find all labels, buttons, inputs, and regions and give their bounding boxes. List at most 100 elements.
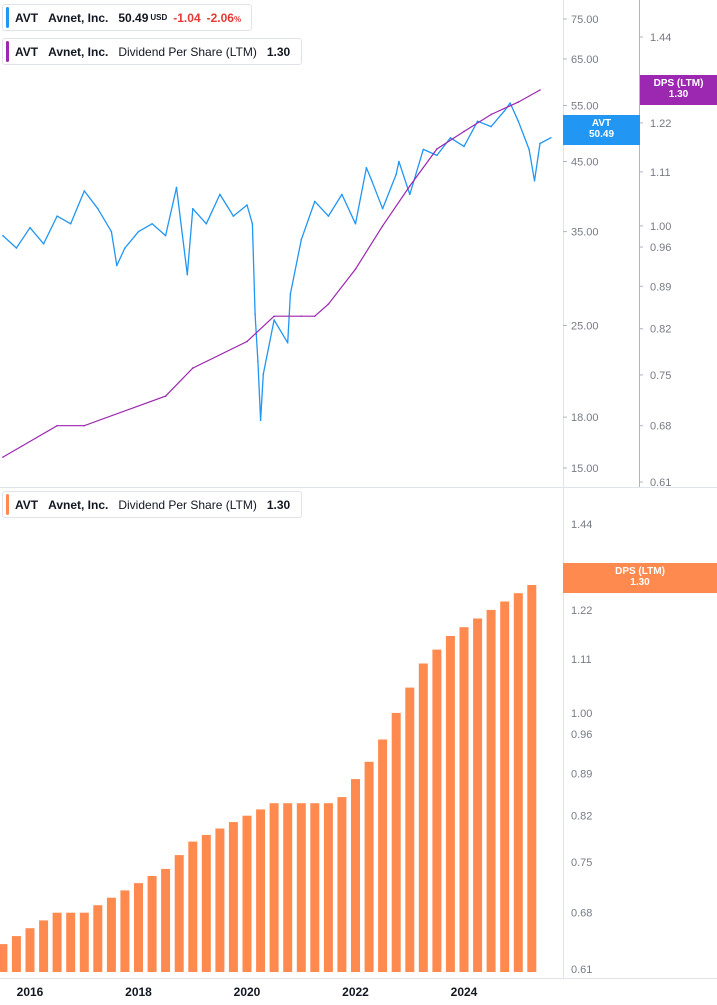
price-badge-value: 50.49 [588,129,615,140]
legend-change: -1.04 [173,10,201,25]
dps-point [517,101,520,103]
dps-point [314,315,316,318]
dps-point [436,148,438,150]
price-point [550,136,552,139]
dps-bar [120,890,130,972]
bar-axis-label: 0.61 [571,964,592,976]
price-point [528,148,530,151]
dps-point [463,130,465,133]
price-point [164,234,167,237]
dps-point [56,424,58,427]
bar-axis-label: 1.22 [571,605,592,617]
price-axis-label: 75.00 [571,14,599,26]
legend-price[interactable]: AVT Avnet, Inc. 50.49 USD -1.04 -2.06% [2,4,252,31]
price-axis-label: 18.00 [571,412,599,424]
price-point [97,207,99,210]
time-axis-label: 2020 [234,985,261,999]
dps-bar [25,928,35,972]
price-point [175,186,178,189]
price-point [503,109,506,112]
price-point [289,293,292,295]
dps-bar [473,618,483,972]
bar-axis-label: 0.68 [571,908,592,920]
legend-dps-value: 1.30 [266,44,291,59]
price-point [354,222,357,225]
price-point [110,230,113,233]
dps-line-swatch [6,41,9,62]
dps-axis-label: 1.11 [650,167,671,179]
time-axis-label: 2024 [451,985,478,999]
legend-symbol: AVT [15,497,39,512]
legend-dps-top[interactable]: AVT Avnet, Inc. Dividend Per Share (LTM)… [2,38,302,65]
price-point [262,373,265,375]
price-point [124,247,126,249]
price-point [286,341,289,344]
dps-point [246,340,248,343]
price-point [42,243,45,245]
bar-axis-label: 1.11 [571,654,592,666]
dps-badge-top: DPS (LTM) 1.30 [640,75,717,105]
legend-metric: Dividend Per Share (LTM) [118,44,257,59]
dps-bar [310,803,320,972]
dps-bar [66,912,76,972]
price-axis-label: 55.00 [571,101,599,113]
dps-bar [52,912,62,972]
dps-point [327,303,330,305]
price-point [327,215,330,217]
price-axis-label: 25.00 [571,320,599,332]
dps-bar [459,627,469,972]
dps-axis-label: 0.75 [650,370,671,382]
dps-bar [188,841,198,972]
price-point [151,222,153,225]
legend-symbol: AVT [15,44,39,59]
dps-bar [228,822,238,972]
legend-change-pct: -2.06% [206,10,242,25]
price-point [476,120,479,122]
price-badge: AVT 50.49 [563,115,640,145]
dps-point [490,113,492,116]
price-point [232,215,235,217]
dps-bar [337,797,347,972]
dps-bar [269,803,279,972]
price-point [56,215,58,217]
legend-company-name: Avnet, Inc. [48,10,109,25]
price-point [15,247,18,249]
dps-bar [39,920,49,972]
price-point [191,207,194,210]
dps-bar [405,687,415,972]
dps-bar [79,912,89,972]
dps-point [381,225,384,227]
legend-price-value: 50.49 [118,10,149,25]
price-point [116,264,118,267]
dps-bar [445,636,455,972]
dps-axis-label: 0.61 [650,477,671,489]
dps-bar [323,803,333,972]
dps-badge-value: 1.30 [630,577,650,588]
dps-bar [351,779,360,972]
price-point [539,142,541,145]
price-point [509,102,511,104]
legend-currency: USD [150,13,168,22]
dps-bar [93,905,103,972]
price-point [246,204,248,206]
price-point [422,148,425,151]
legend-company-name: Avnet, Inc. [48,44,109,59]
bar-axis-label: 0.75 [571,857,592,869]
price-point [408,193,411,196]
dps-point [273,315,275,318]
price-axis-label: 35.00 [571,227,599,239]
time-axis-label: 2022 [342,985,369,999]
dps-point [164,395,167,397]
dps-bar-swatch [6,494,9,515]
dps-bar [201,835,211,972]
dps-axis-label: 0.68 [650,421,671,433]
dps-badge-bottom: DPS (LTM) 1.30 [563,563,717,593]
dps-point [354,268,357,270]
dps-bar [432,649,442,972]
price-point [365,166,368,169]
dps-axis-label: 1.22 [650,118,671,130]
legend-dps-bottom[interactable]: AVT Avnet, Inc. Dividend Per Share (LTM)… [2,491,302,518]
time-axis-label: 2018 [125,985,152,999]
price-point [436,154,438,157]
price-point [83,190,86,192]
